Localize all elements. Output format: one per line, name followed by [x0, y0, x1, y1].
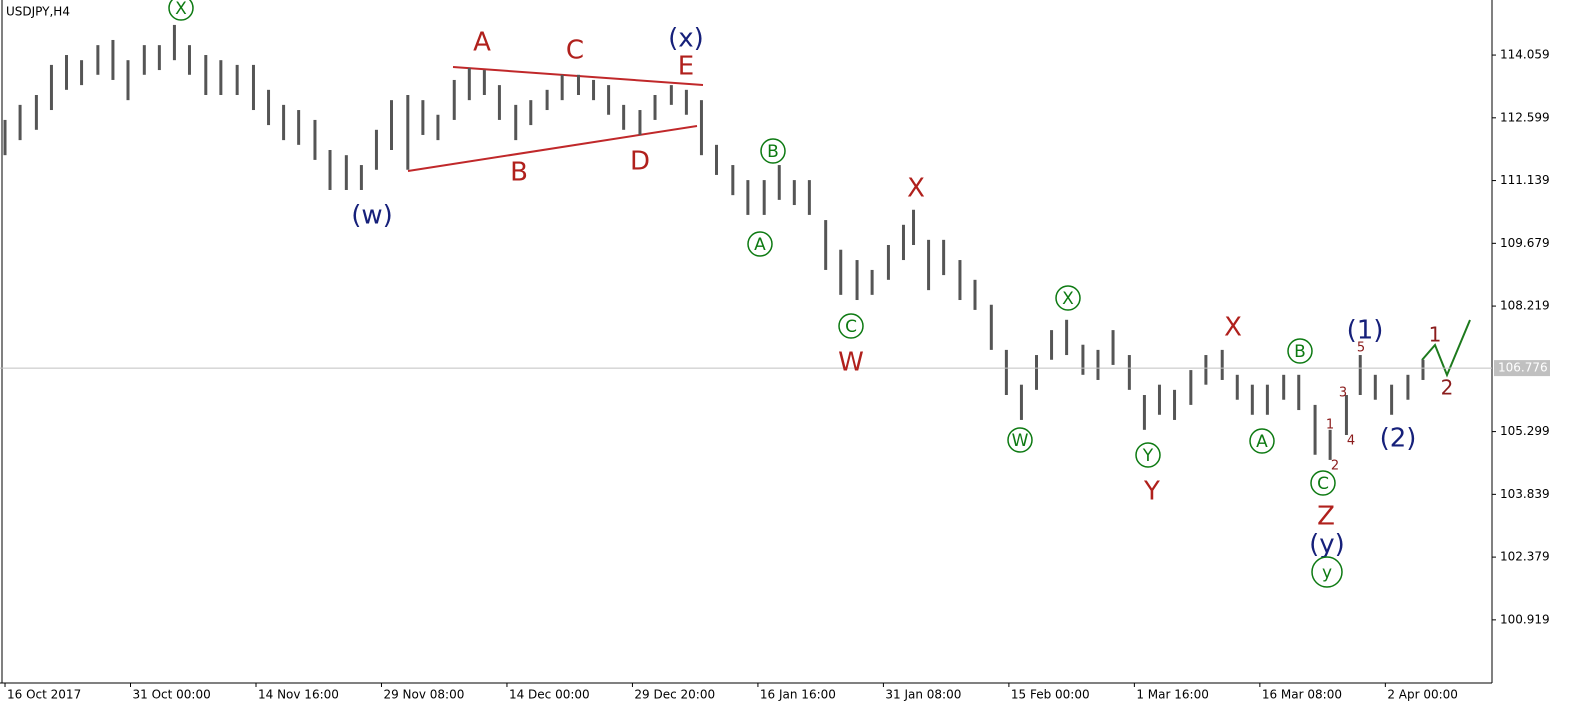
x-tick-label: 2 Apr 00:00 [1387, 688, 1458, 702]
x-tick-label: 16 Jan 16:00 [760, 688, 836, 702]
y-tick-label: 112.599 [1500, 110, 1550, 124]
wave-label: (2) [1380, 424, 1417, 454]
wave-label: B [510, 158, 528, 188]
wave-label: 1 [1429, 323, 1442, 347]
wave-circle [760, 138, 786, 164]
wave-label: B [1294, 342, 1306, 362]
wave-label: (w) [351, 201, 393, 231]
wave-label: D [630, 147, 650, 177]
y-tick-label: 103.839 [1500, 487, 1550, 501]
y-tick-label: 105.299 [1500, 424, 1550, 438]
wave-label: X [175, 0, 187, 19]
x-tick-label: 14 Nov 16:00 [258, 688, 339, 702]
y-tick-label: 108.219 [1500, 299, 1550, 313]
wave-circle [747, 231, 773, 257]
wave-label: 1 [1326, 418, 1334, 433]
wave-label: A [754, 235, 766, 255]
symbol-label: USDJPY,H4 [6, 5, 70, 19]
x-tick-label: 14 Dec 00:00 [509, 688, 590, 702]
wave-label: Y [1142, 446, 1154, 466]
wave-circle [1055, 285, 1081, 311]
x-tick-label: 31 Oct 00:00 [133, 688, 211, 702]
wave-label: B [767, 142, 779, 162]
wave-label: W [1012, 431, 1029, 451]
wave-label: 2 [1331, 459, 1339, 474]
wave-label: C [1317, 474, 1329, 494]
wave-label: W [838, 348, 864, 378]
wave-circle [1311, 556, 1343, 588]
wave-label: (1) [1347, 316, 1384, 346]
x-tick-label: 16 Oct 2017 [7, 688, 81, 702]
wave-label: (x) [668, 24, 704, 54]
wave-label: C [845, 317, 857, 337]
wave-label: C [566, 36, 584, 66]
wave-label: 2 [1441, 376, 1454, 400]
wave-label: X [907, 174, 925, 204]
x-tick-label: 15 Feb 00:00 [1011, 688, 1090, 702]
wave-label: 5 [1357, 341, 1365, 356]
wave-circle [1135, 442, 1161, 468]
wave-circle [1007, 427, 1033, 453]
last-price-label: 106.776 [1498, 361, 1548, 375]
wave-circle [168, 0, 194, 21]
wave-label: X [1224, 313, 1242, 343]
x-tick-label: 29 Dec 20:00 [634, 688, 715, 702]
wave-label: 4 [1347, 434, 1355, 449]
wave-circle [1249, 428, 1275, 454]
wave-label: (y) [1309, 530, 1345, 560]
wave-label: Y [1143, 477, 1160, 507]
y-tick-label: 109.679 [1500, 236, 1550, 250]
x-tick-label: 1 Mar 16:00 [1136, 688, 1209, 702]
x-tick-label: 16 Mar 08:00 [1262, 688, 1342, 702]
wave-label: X [1062, 289, 1074, 309]
projection-path [1421, 319, 1471, 378]
wave-circle [838, 313, 864, 339]
y-tick-label: 114.059 [1500, 48, 1550, 62]
triangle-lower-line [407, 125, 698, 172]
y-tick-label: 102.379 [1500, 550, 1550, 564]
wave-label: E [678, 52, 694, 82]
x-tick-label: 31 Jan 08:00 [885, 688, 961, 702]
last-price-box [1494, 360, 1550, 377]
wave-label: y [1322, 563, 1332, 583]
wave-label: Z [1317, 502, 1335, 532]
wave-circle [1287, 338, 1313, 364]
wave-label: 3 [1339, 386, 1347, 401]
wave-circle [1310, 470, 1336, 496]
wave-label: A [473, 28, 491, 58]
y-tick-label: 111.139 [1500, 173, 1550, 187]
wave-label: A [1256, 432, 1268, 452]
y-tick-label: 100.919 [1500, 612, 1550, 626]
x-tick-label: 29 Nov 08:00 [383, 688, 464, 702]
